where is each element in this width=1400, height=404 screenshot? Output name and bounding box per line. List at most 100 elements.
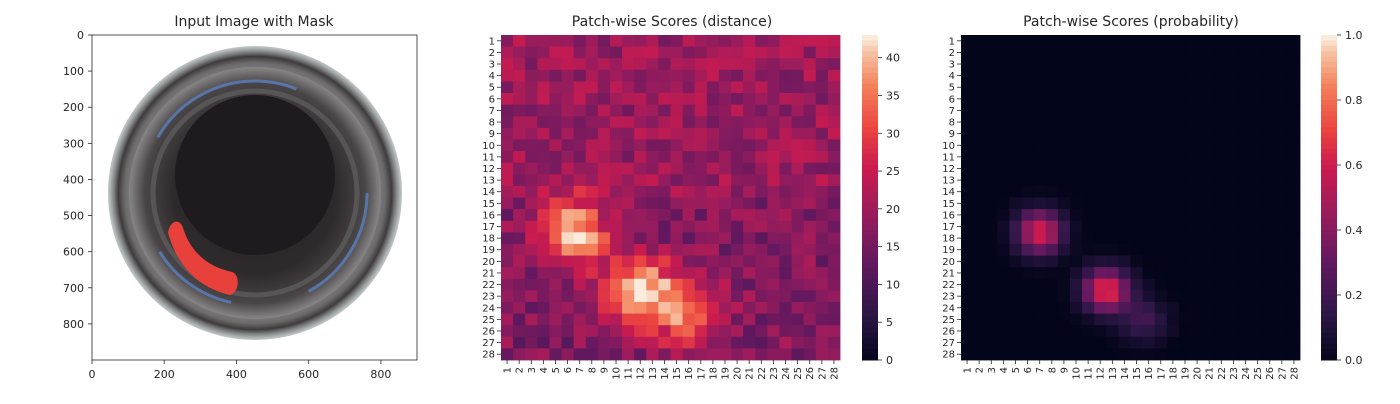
col-label: 9 xyxy=(1059,367,1070,373)
heatmap-cell xyxy=(1275,127,1289,140)
heatmap-cell xyxy=(1142,243,1156,256)
heatmap-cell xyxy=(513,93,526,106)
heatmap-cell xyxy=(694,197,708,210)
heatmap-cell xyxy=(755,278,768,291)
heatmap-cell xyxy=(1275,93,1289,106)
heatmap-cell xyxy=(961,209,974,222)
heatmap-cell xyxy=(573,209,587,222)
heatmap-cell xyxy=(670,69,684,82)
heatmap-cell xyxy=(1033,162,1047,175)
heatmap-cell xyxy=(1069,162,1083,175)
heatmap-cell xyxy=(694,81,708,94)
heatmap-cell xyxy=(670,220,684,233)
heatmap-cell xyxy=(609,174,623,187)
heatmap-cell xyxy=(1106,139,1119,152)
colorbar-segment xyxy=(1321,305,1337,312)
row-label: 6 xyxy=(489,94,495,105)
heatmap-cell xyxy=(573,35,587,48)
heatmap-cell xyxy=(537,278,550,291)
heatmap-cell xyxy=(961,93,974,106)
row-label: 7 xyxy=(949,106,955,117)
heatmap-cell xyxy=(573,104,587,117)
heatmap-cell xyxy=(997,93,1010,106)
heatmap-cell xyxy=(1166,139,1180,152)
heatmap-cell xyxy=(597,232,611,245)
heatmap-cell xyxy=(1154,197,1168,210)
heatmap-cell xyxy=(755,255,768,268)
heatmap-cell xyxy=(706,35,720,48)
probability-heatmap-cells xyxy=(961,35,1301,361)
heatmap-cell xyxy=(791,185,805,198)
heatmap-cell xyxy=(1069,185,1083,198)
heatmap-cell xyxy=(815,35,829,48)
heatmap-cell xyxy=(779,81,792,94)
heatmap-cell xyxy=(1227,325,1240,338)
heatmap-cell xyxy=(1251,197,1265,210)
heatmap-cell xyxy=(743,81,756,94)
heatmap-cell xyxy=(791,278,805,291)
heatmap-cell xyxy=(670,162,684,175)
colorbar-segment xyxy=(1321,322,1337,328)
heatmap-cell xyxy=(609,209,623,222)
heatmap-cell xyxy=(1251,290,1265,303)
heatmap-cell xyxy=(682,325,696,338)
heatmap-cell xyxy=(1215,325,1228,338)
heatmap-cell xyxy=(743,232,756,245)
col-label: 6 xyxy=(563,367,574,373)
heatmap-cell xyxy=(1106,104,1119,117)
heatmap-cell xyxy=(1191,313,1204,326)
heatmap-cell xyxy=(815,81,829,94)
heatmap-cell xyxy=(1142,139,1156,152)
heatmap-cell xyxy=(682,209,696,222)
heatmap-cell xyxy=(1106,162,1119,175)
heatmap-cell xyxy=(1227,104,1240,117)
heatmap-cell xyxy=(513,174,526,187)
heatmap-cell xyxy=(706,81,720,94)
col-label: 1 xyxy=(963,367,974,373)
heatmap-cell xyxy=(1227,313,1240,326)
heatmap-cell xyxy=(1239,255,1252,268)
heatmap-cell xyxy=(634,209,647,222)
heatmap-cell xyxy=(525,197,538,210)
heatmap-cell xyxy=(961,278,974,291)
heatmap-cell xyxy=(1082,243,1095,256)
heatmap-cell xyxy=(1154,267,1168,280)
heatmap-cell xyxy=(1118,46,1131,59)
heatmap-cell xyxy=(1154,69,1168,82)
heatmap-cell xyxy=(1094,290,1107,303)
heatmap-cell xyxy=(997,46,1010,59)
heatmap-cell xyxy=(1069,151,1083,164)
heatmap-cell xyxy=(1021,93,1035,106)
row-label: 18 xyxy=(942,234,955,245)
colorbar-segment xyxy=(862,105,878,112)
heatmap-cell xyxy=(682,313,696,326)
heatmap-cell xyxy=(1166,93,1180,106)
heatmap-cell xyxy=(1178,185,1192,198)
heatmap-cell xyxy=(561,290,575,303)
heatmap-cell xyxy=(731,243,744,256)
heatmap-cell xyxy=(1118,185,1131,198)
col-label: 14 xyxy=(1120,367,1131,380)
heatmap-cell xyxy=(1166,290,1180,303)
heatmap-cell xyxy=(997,139,1010,152)
heatmap-cell xyxy=(779,348,792,361)
heatmap-cell xyxy=(1069,46,1083,59)
row-label: 1 xyxy=(949,36,955,47)
heatmap-cell xyxy=(585,197,599,210)
heatmap-cell xyxy=(997,35,1010,48)
heatmap-cell xyxy=(646,232,659,245)
heatmap-cell xyxy=(561,116,575,129)
heatmap-cell xyxy=(755,58,768,71)
row-label: 28 xyxy=(942,350,955,361)
heatmap-cell xyxy=(791,220,805,233)
heatmap-cell xyxy=(1009,116,1022,129)
heatmap-cell xyxy=(1009,35,1022,48)
colorbar-segment xyxy=(862,354,878,361)
heatmap-cell xyxy=(1142,35,1156,48)
colorbar-segment xyxy=(862,327,878,334)
colorbar-segment xyxy=(1321,289,1337,296)
heatmap-cell xyxy=(706,232,720,245)
heatmap-cell xyxy=(1009,185,1022,198)
heatmap-cell xyxy=(743,93,756,106)
heatmap-cell xyxy=(634,290,647,303)
